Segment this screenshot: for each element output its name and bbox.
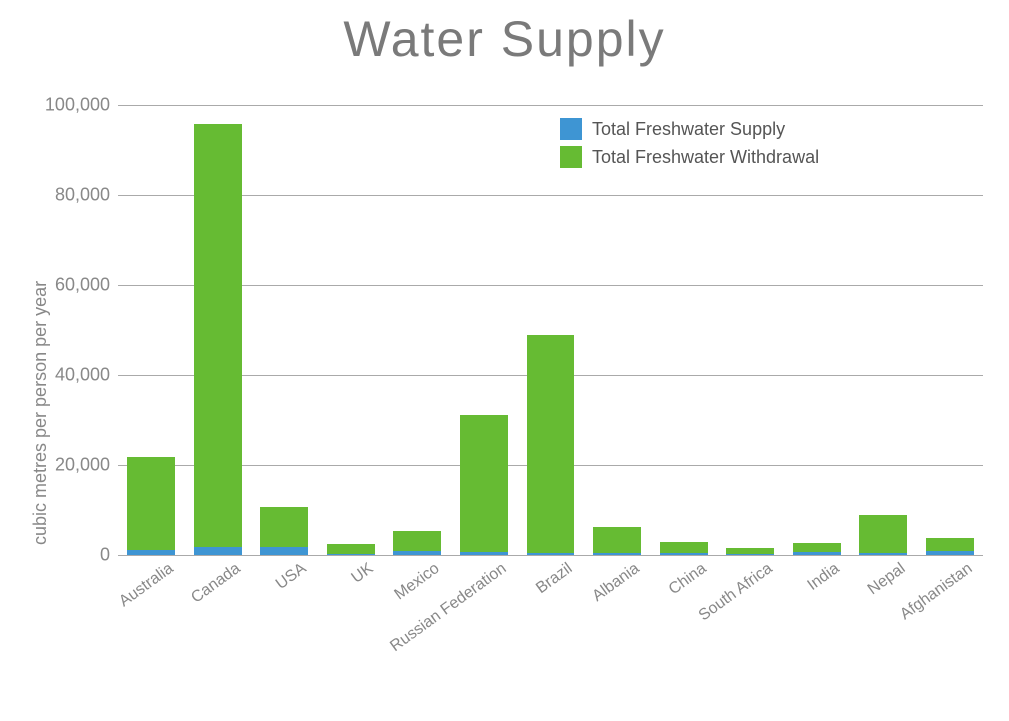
bar-supply <box>194 547 242 555</box>
bar-supply <box>460 552 508 555</box>
bar-group <box>127 105 175 555</box>
bar-withdrawal <box>127 457 175 549</box>
bar-withdrawal <box>194 124 242 547</box>
bar-supply <box>393 551 441 555</box>
x-tick-label: Mexico <box>388 555 443 604</box>
y-tick-label: 0 <box>100 545 118 566</box>
bar-supply <box>793 552 841 555</box>
legend-label: Total Freshwater Supply <box>592 119 785 140</box>
x-tick-label: Canada <box>184 555 243 607</box>
x-tick-label: India <box>801 555 843 595</box>
y-axis-label: cubic metres per person per year <box>30 281 51 545</box>
bar-group <box>327 105 375 555</box>
bar-group <box>460 105 508 555</box>
bar-supply <box>327 554 375 555</box>
bar-withdrawal <box>660 542 708 552</box>
bar-supply <box>127 550 175 555</box>
legend-label: Total Freshwater Withdrawal <box>592 147 819 168</box>
x-tick-label: Afghanistan <box>893 555 975 624</box>
bar-supply <box>726 554 774 555</box>
bar-withdrawal <box>926 538 974 551</box>
x-tick-label: UK <box>345 555 377 587</box>
bar-withdrawal <box>859 515 907 553</box>
legend: Total Freshwater Supply Total Freshwater … <box>560 118 819 174</box>
plot-area: 020,00040,00060,00080,000100,000 Austral… <box>118 105 983 555</box>
bar-withdrawal <box>393 531 441 552</box>
chart-title: Water Supply <box>0 10 1009 68</box>
bar-group <box>194 105 242 555</box>
legend-swatch <box>560 146 582 168</box>
x-tick-label: Australia <box>113 555 177 611</box>
y-tick-label: 60,000 <box>55 275 118 296</box>
bar-withdrawal <box>327 544 375 553</box>
gridline <box>118 555 983 556</box>
x-tick-label: China <box>662 555 710 599</box>
bar-group <box>926 105 974 555</box>
bar-withdrawal <box>793 543 841 552</box>
bar-group <box>859 105 907 555</box>
x-tick-label: USA <box>270 555 311 594</box>
bar-supply <box>527 553 575 555</box>
legend-swatch <box>560 118 582 140</box>
bar-supply <box>260 547 308 555</box>
bar-group <box>260 105 308 555</box>
bar-withdrawal <box>460 415 508 552</box>
legend-item: Total Freshwater Supply <box>560 118 819 140</box>
bar-supply <box>593 553 641 555</box>
y-tick-label: 40,000 <box>55 365 118 386</box>
bar-withdrawal <box>527 335 575 553</box>
x-tick-label: Nepal <box>861 555 909 599</box>
y-tick-label: 80,000 <box>55 185 118 206</box>
bar-supply <box>859 553 907 555</box>
y-tick-label: 100,000 <box>45 95 118 116</box>
bar-withdrawal <box>593 527 641 554</box>
x-tick-label: South Africa <box>692 555 776 625</box>
y-tick-label: 20,000 <box>55 455 118 476</box>
legend-item: Total Freshwater Withdrawal <box>560 146 819 168</box>
x-tick-label: Russian Federation <box>384 555 510 656</box>
bar-withdrawal <box>260 507 308 547</box>
bar-supply <box>926 551 974 556</box>
x-tick-label: Brazil <box>530 555 576 598</box>
bar-group <box>393 105 441 555</box>
x-tick-label: Albania <box>586 555 643 606</box>
bar-supply <box>660 553 708 555</box>
